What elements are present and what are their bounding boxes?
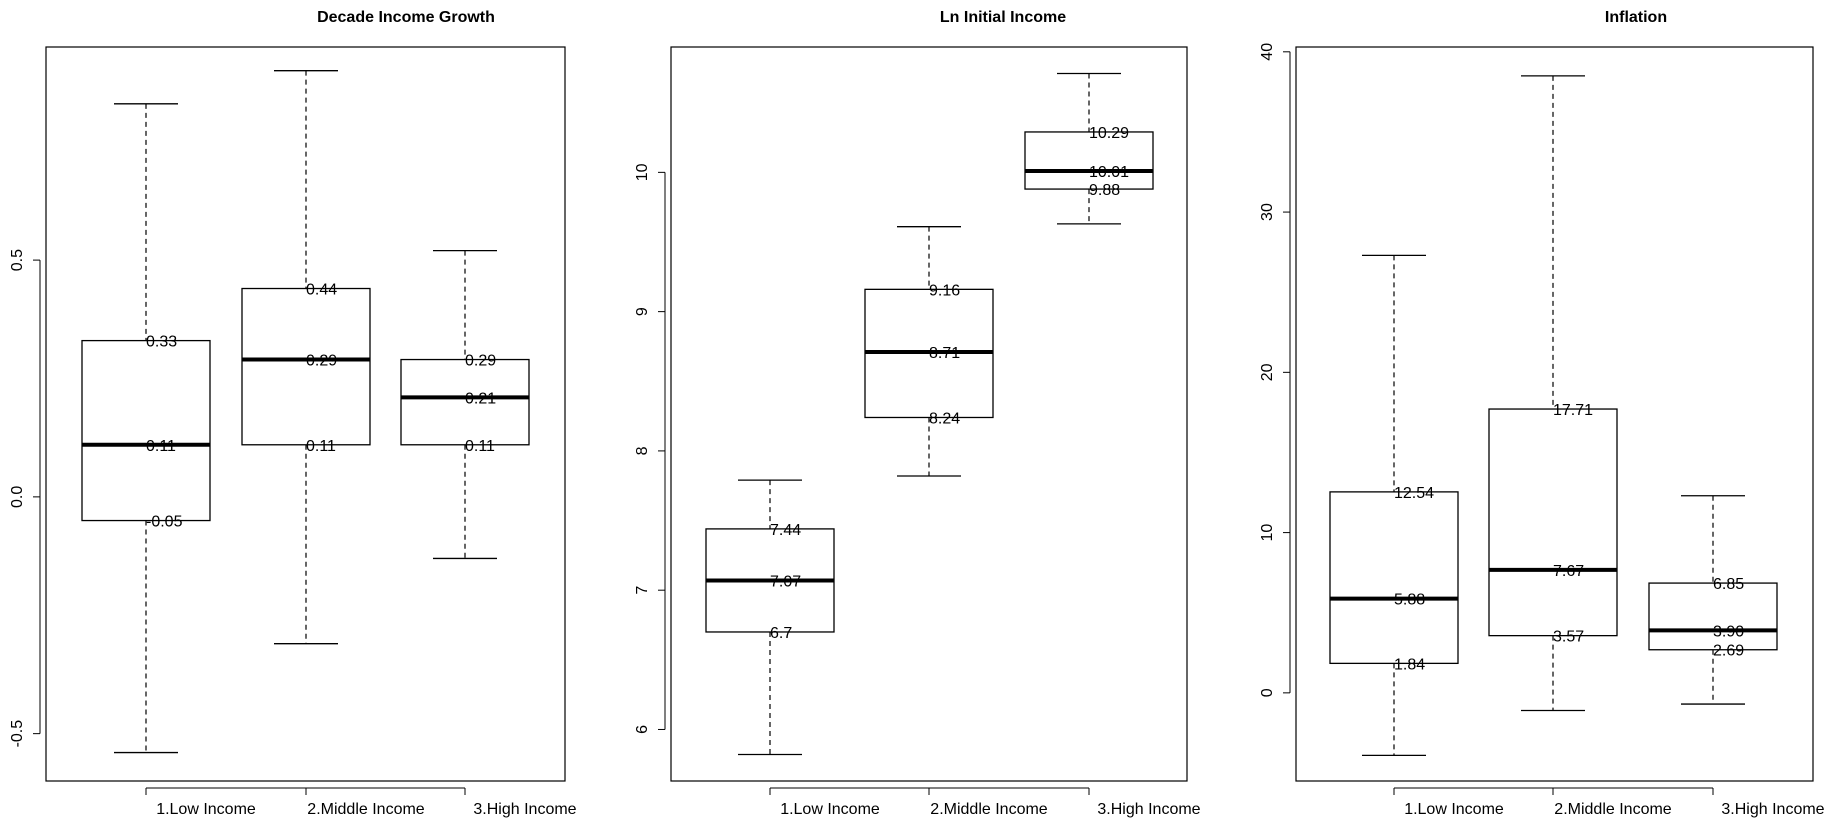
y-tick-label: -0.5 [9,720,26,748]
iqr-box [241,287,371,446]
q3-label: 0.44 [306,282,337,299]
iqr-box [1329,491,1459,665]
box-2: 9.16 8.71 8.24 [864,226,994,477]
x-tick-label: 1.Low Income [156,801,256,818]
box-2: 17.71 7.67 3.57 [1488,75,1618,712]
median-label: 0.29 [306,353,337,370]
median-label: 3.90 [1713,623,1744,640]
median-label: 5.88 [1394,592,1425,609]
x-tick-label: 3.High Income [1097,801,1200,818]
y-tick-label: 9 [634,307,651,316]
box-1: 0.33 0.11 -0.05 [81,103,211,754]
q1-label: 1.84 [1394,656,1425,673]
q3-label: 0.29 [465,353,496,370]
iqr-box [1648,582,1778,651]
median-label: 0.21 [465,390,496,407]
y-tick-label: 6 [634,725,651,734]
y-tick-label: 0 [1259,688,1276,697]
box-1: 7.44 7.07 6.7 [705,479,835,756]
x-tick-label: 1.Low Income [780,801,880,818]
chart-title: Inflation [1605,9,1667,26]
median-label: 8.71 [929,345,960,362]
q3-label: 6.85 [1713,576,1744,593]
median-label: 7.07 [770,573,801,590]
iqr-box [400,358,530,446]
median-label: 7.67 [1553,563,1584,580]
box-2: 0.44 0.29 0.11 [241,70,371,645]
plot-frame [1295,46,1814,782]
q1-label: -0.05 [146,514,183,531]
iqr-box [81,339,211,522]
q3-label: 0.33 [146,334,177,351]
box-3: 6.85 3.90 2.69 [1648,495,1778,705]
y-tick-label: 0.0 [9,486,26,508]
x-tick-label: 3.High Income [1721,801,1824,818]
chart-panel-1: Decade Income Growth -0.5 0.0 0.5 1.Low Inco… [9,9,577,818]
y-tick-label: 7 [634,586,651,595]
plot-frame [45,46,566,782]
q1-label: 2.69 [1713,643,1744,660]
plot-frame [670,46,1188,782]
q1-label: 8.24 [929,410,960,427]
iqr-box [1024,131,1154,190]
median-label: 0.11 [146,438,176,455]
q1-label: 3.57 [1553,629,1584,646]
y-tick-label: 8 [634,446,651,455]
iqr-box [1488,408,1618,637]
y-tick-label: 30 [1259,203,1276,221]
q1-label: 9.88 [1089,182,1120,199]
q1-label: 0.11 [465,438,495,455]
x-tick-label: 1.Low Income [1404,801,1504,818]
q3-label: 17.71 [1553,402,1593,419]
x-tick-label: 2.Middle Income [1554,801,1671,818]
y-tick-label: 10 [634,163,651,181]
y-tick-label: 10 [1259,524,1276,542]
chart-panel-3: Inflation 0 10 20 30 40 1.Low Income 2.Middle I… [1259,9,1825,818]
chart-panel-2: Ln Initial Income 6 7 8 9 10 1.Low Income 2.Mid… [634,9,1201,818]
median-label: 10.01 [1089,164,1129,181]
box-1: 12.54 5.88 1.84 [1329,254,1459,757]
chart-title: Decade Income Growth [317,9,495,26]
y-tick-label: 40 [1259,43,1276,61]
q3-label: 10.29 [1089,125,1129,142]
y-tick-label: 0.5 [9,249,26,271]
q3-label: 9.16 [929,282,960,299]
q3-label: 7.44 [770,522,801,539]
x-tick-label: 2.Middle Income [930,801,1047,818]
x-tick-label: 3.High Income [473,801,576,818]
y-tick-label: 20 [1259,363,1276,381]
box-3: 10.29 10.019.88 [1024,72,1154,225]
box-3: 0.29 0.21 0.11 [400,249,530,560]
q1-label: 6.7 [770,625,792,642]
q3-label: 12.54 [1394,485,1434,502]
q1-label: 0.11 [306,438,336,455]
chart-title: Ln Initial Income [940,9,1066,26]
x-tick-label: 2.Middle Income [307,801,424,818]
